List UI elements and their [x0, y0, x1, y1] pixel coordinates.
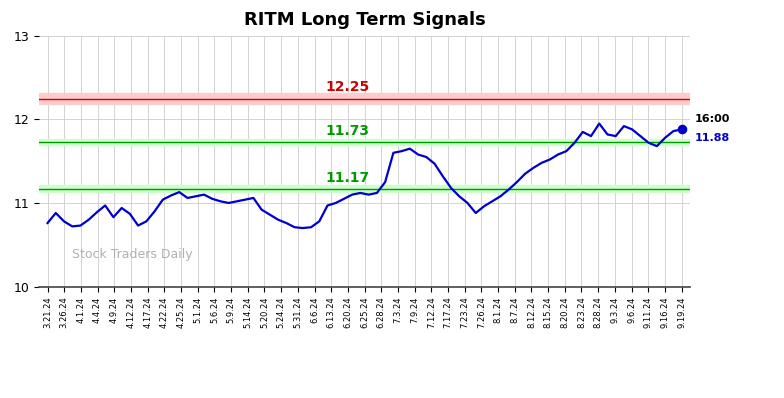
Text: 11.73: 11.73: [326, 124, 370, 138]
Text: Stock Traders Daily: Stock Traders Daily: [71, 248, 192, 261]
Bar: [39, 139, 690, 145]
Point: [675, 126, 688, 133]
Bar: [39, 94, 690, 103]
Text: 11.88: 11.88: [695, 133, 730, 143]
Text: 12.25: 12.25: [325, 80, 370, 94]
Bar: [39, 185, 690, 192]
Text: 16:00: 16:00: [695, 114, 731, 125]
Title: RITM Long Term Signals: RITM Long Term Signals: [244, 11, 485, 29]
Text: 11.17: 11.17: [326, 171, 370, 185]
